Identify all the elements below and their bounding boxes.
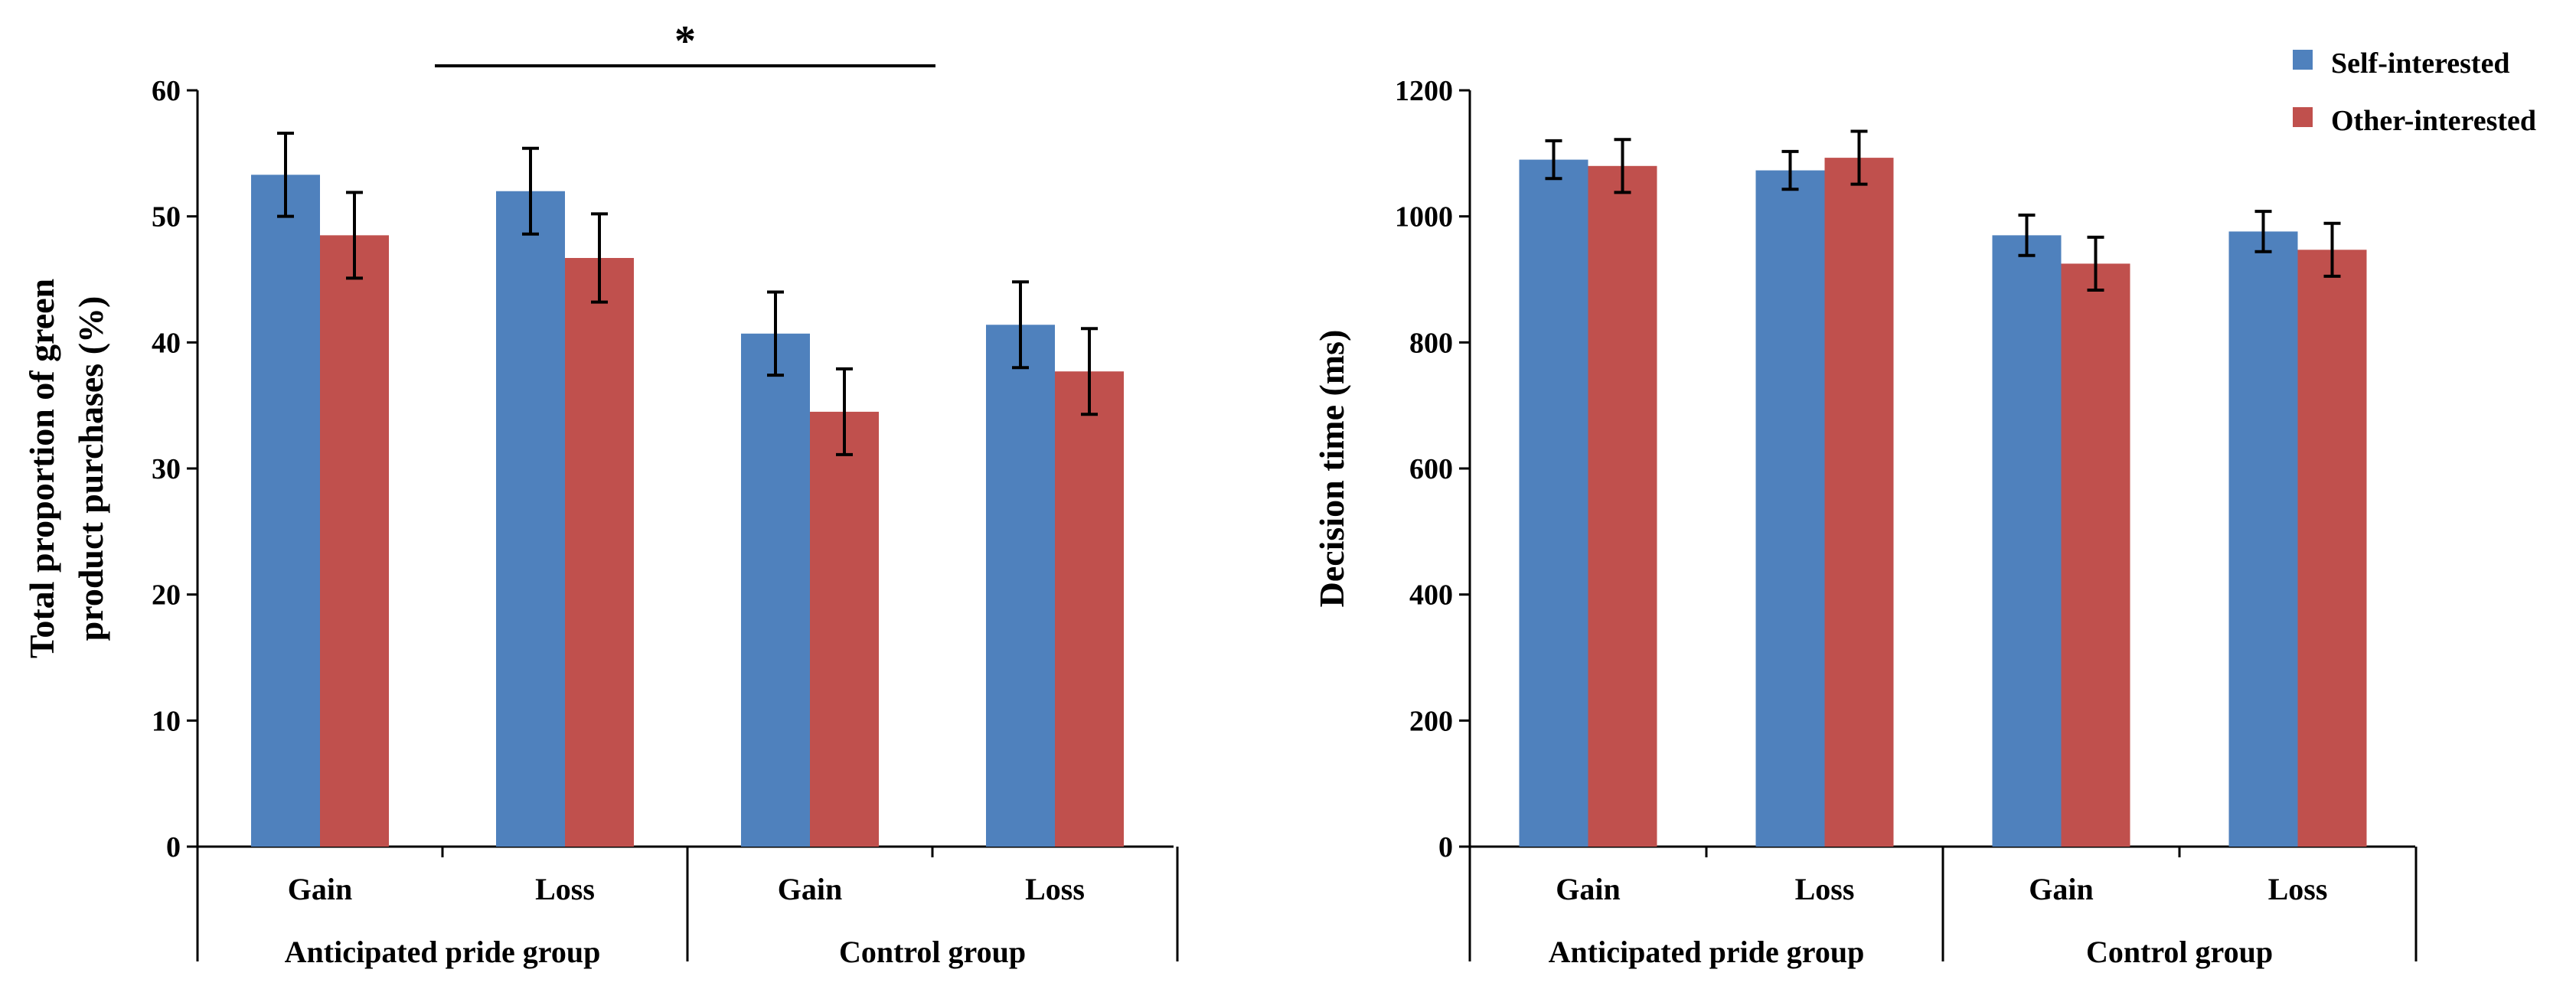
category-label: Loss	[2268, 872, 2328, 906]
bar-other-interested	[810, 411, 879, 847]
y-tick-label: 10	[152, 705, 181, 737]
bar-self-interested	[2228, 231, 2298, 847]
y-tick-label: 800	[1409, 327, 1453, 359]
bar-other-interested	[2061, 263, 2130, 847]
bar-other-interested	[2297, 250, 2367, 847]
y-tick-label: 60	[152, 75, 181, 107]
bar-self-interested	[496, 191, 565, 847]
y-axis-title: Decision time (ms)	[1312, 330, 1351, 608]
bar-self-interested	[741, 333, 810, 847]
group-label: Anticipated pride group	[1549, 935, 1865, 969]
legend-swatch-self-interested	[2293, 50, 2313, 70]
category-label: Loss	[535, 872, 595, 906]
significance-marker: *	[674, 18, 696, 65]
bar-other-interested	[1055, 371, 1124, 847]
bar-other-interested	[320, 235, 389, 847]
y-axis-title: product purchases (%)	[71, 296, 110, 641]
y-tick-label: 30	[152, 453, 181, 485]
legend: Self-interested Other-interested	[2293, 47, 2536, 137]
group-label: Control group	[839, 935, 1026, 969]
group-label: Anticipated pride group	[285, 935, 601, 969]
y-tick-label: 1200	[1395, 75, 1453, 107]
y-tick-label: 400	[1409, 579, 1453, 612]
y-tick-label: 0	[166, 831, 181, 863]
chart-green-purchases: 0 10 20 30 40 50 60 Gain Loss Gain Loss Anticipated…	[22, 18, 1179, 969]
y-tick-label: 1000	[1395, 201, 1453, 233]
y-tick-label: 0	[1438, 831, 1453, 863]
bar-self-interested	[986, 325, 1055, 847]
bar-other-interested	[1588, 165, 1657, 847]
category-label: Gain	[1556, 872, 1620, 906]
y-tick-label: 20	[152, 579, 181, 612]
category-label: Loss	[1795, 872, 1855, 906]
y-tick-label: 50	[152, 201, 181, 233]
category-label: Gain	[778, 872, 842, 906]
legend-swatch-other-interested	[2293, 107, 2313, 127]
category-label: Gain	[288, 872, 352, 906]
bar-self-interested	[1992, 235, 2062, 847]
bar-self-interested	[1519, 159, 1588, 847]
chart-decision-time: 0 200 400 600 800 1000 1200 Gain Loss Gain Loss Ant…	[1312, 75, 2418, 969]
bar-other-interested	[565, 258, 634, 847]
y-tick-label: 200	[1409, 705, 1453, 737]
category-label: Loss	[1025, 872, 1085, 906]
y-tick-label: 600	[1409, 453, 1453, 485]
y-axis-title: Total proportion of green	[22, 279, 61, 658]
legend-label-other-interested: Other-interested	[2331, 105, 2536, 137]
bar-other-interested	[1824, 158, 1894, 847]
legend-label-self-interested: Self-interested	[2331, 47, 2510, 80]
y-tick-label: 40	[152, 327, 181, 359]
bar-self-interested	[1755, 170, 1825, 847]
group-label: Control group	[2086, 935, 2273, 969]
bar-self-interested	[251, 175, 320, 847]
category-label: Gain	[2029, 872, 2093, 906]
